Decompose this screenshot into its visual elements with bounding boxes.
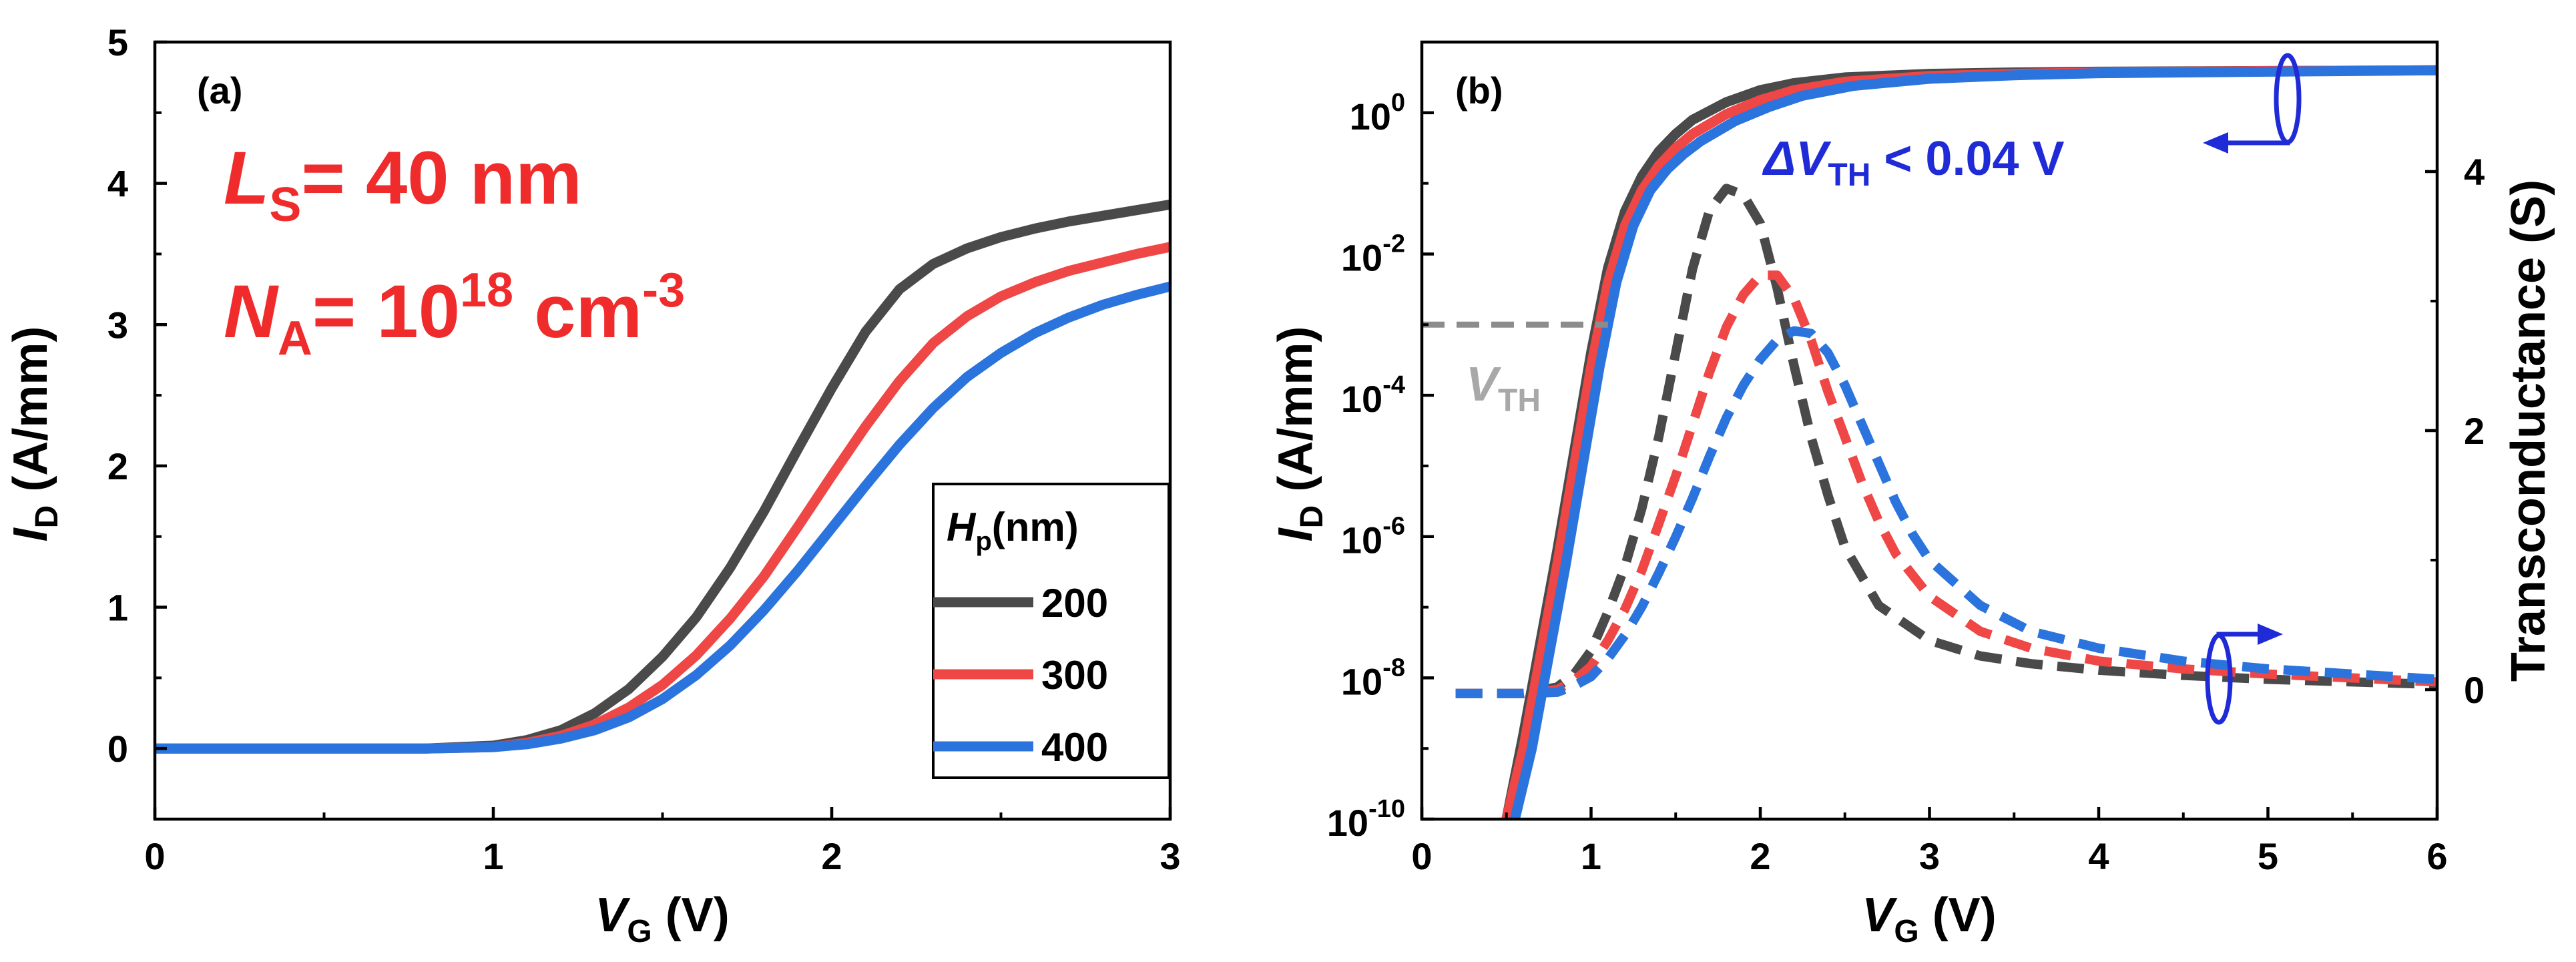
vth-var: V bbox=[1466, 358, 1502, 411]
panel-a-ticks: 0 1 2 3 0 1 2 3 4 5 bbox=[107, 21, 1181, 877]
panel-a-ylabel-unit: (A/mm) bbox=[4, 326, 57, 505]
panel-b-xtick-label: 4 bbox=[2088, 835, 2109, 877]
panel-b-xlabel-unit: (V) bbox=[1919, 889, 1997, 942]
legend-box bbox=[932, 483, 1170, 779]
panel-b-xtick-label: 6 bbox=[2426, 835, 2447, 877]
panel-b-ytick-right-label: 4 bbox=[2464, 151, 2485, 193]
panel-a-xtick-label: 3 bbox=[1160, 835, 1180, 877]
delta-vth-rest: < 0.04 V bbox=[1870, 132, 2064, 186]
ls-annotation: LS= 40 nm bbox=[224, 136, 582, 232]
panel-b-ylabel-var: I bbox=[1269, 527, 1322, 541]
panel-b-xlabel-var: V bbox=[1862, 889, 1898, 942]
legend-label-300: 300 bbox=[1041, 653, 1108, 698]
panel-a-xlabel-sub: G bbox=[627, 914, 652, 949]
panel-b-xtick-label: 1 bbox=[1581, 835, 1601, 877]
panel-b-ytick-label: 100 bbox=[1350, 89, 1405, 138]
ls-rest: = 40 nm bbox=[301, 136, 581, 220]
panel-a-xlabel: VG (V) bbox=[595, 889, 729, 949]
panel-a-ytick-label: 5 bbox=[107, 21, 128, 63]
gm-line-200 bbox=[1455, 184, 2438, 698]
panel-a-ytick-label: 3 bbox=[107, 304, 128, 346]
panel-b-ylabel-unit: (A/mm) bbox=[1269, 326, 1322, 505]
left-arrow-icon bbox=[2203, 132, 2228, 154]
right-arrow-icon bbox=[2258, 624, 2283, 645]
panel-b-ylabel-sub: D bbox=[1294, 505, 1330, 529]
na-annotation: NA= 1018 cm-3 bbox=[224, 264, 685, 365]
legend: Hp(nm) 200 300 400 bbox=[932, 483, 1170, 779]
panel-b-ytick-right-label: 2 bbox=[2464, 410, 2485, 452]
panel-a-xtick-label: 1 bbox=[483, 835, 503, 877]
na-unit: cm bbox=[513, 270, 642, 353]
panel-b-transconductance-series bbox=[1455, 184, 2438, 698]
panel-a-xlabel-var: V bbox=[595, 889, 631, 942]
vth-label: VTH bbox=[1466, 358, 1541, 419]
panel-b-ytick-right-label: 0 bbox=[2464, 669, 2485, 711]
right-arrow-shaft bbox=[2216, 632, 2263, 637]
legend-label-400: 400 bbox=[1041, 725, 1108, 770]
panel-a-ytick-label: 2 bbox=[107, 445, 128, 487]
ls-var: L bbox=[224, 136, 269, 220]
panel-a-ylabel-var: I bbox=[4, 527, 57, 541]
na-exp: 18 bbox=[460, 264, 513, 317]
panel-b-current-series bbox=[1501, 65, 2438, 820]
panel-a-xtick-label: 0 bbox=[144, 835, 165, 877]
panel-b-ytick-label: 10-6 bbox=[1341, 513, 1405, 561]
panel-a-ylabel: ID (A/mm) bbox=[4, 326, 65, 542]
legend-title-sub: p bbox=[975, 527, 991, 556]
panel-b-xtick-label: 5 bbox=[2258, 835, 2278, 877]
panel-b-ylabel-right: Transconductance (S) bbox=[2502, 180, 2555, 682]
panel-a-tag: (a) bbox=[197, 69, 242, 111]
panel-b-ylabel: ID (A/mm) bbox=[1269, 326, 1330, 542]
panel-b-ytick-label: 10-2 bbox=[1341, 230, 1405, 278]
delta-vth-label: ΔVTH < 0.04 V bbox=[1762, 132, 2065, 193]
legend-items: 200 300 400 bbox=[933, 581, 1108, 770]
gm-line-400 bbox=[1455, 326, 2438, 698]
panel-a-ytick-label: 1 bbox=[107, 587, 128, 629]
panel-b-xtick-label: 2 bbox=[1750, 835, 1770, 877]
na-rest: = 10 bbox=[312, 270, 460, 353]
gm-line-300 bbox=[1455, 270, 2438, 698]
delta-vth-sub: TH bbox=[1828, 158, 1870, 193]
vth-sub: TH bbox=[1498, 383, 1541, 419]
ls-sub: S bbox=[269, 178, 301, 232]
panel-a-xtick-label: 2 bbox=[821, 835, 842, 877]
panel-a-series-group bbox=[155, 200, 1172, 754]
series-line-400 bbox=[155, 281, 1172, 754]
na-unit-exp: -3 bbox=[642, 264, 685, 317]
panel-b-xtick-label: 3 bbox=[1919, 835, 1940, 877]
panel-b-xlabel-sub: G bbox=[1894, 914, 1918, 949]
panel-a-xlabel-unit: (V) bbox=[652, 889, 730, 942]
panel-b-ytick-label: 10-4 bbox=[1341, 371, 1405, 420]
panel-a: 0 1 2 3 0 1 2 3 4 5 (a) LS= 40 nm NA= 1018 cm-3 H… bbox=[4, 21, 1181, 949]
left-arrow-shaft bbox=[2223, 140, 2290, 146]
panel-b-tag: (b) bbox=[1455, 69, 1503, 111]
legend-title: Hp(nm) bbox=[947, 505, 1079, 556]
delta-vth-prefix: ΔV bbox=[1762, 132, 1832, 186]
panel-a-ylabel-sub: D bbox=[29, 505, 65, 529]
na-sub: A bbox=[278, 312, 312, 365]
panel-b-xtick-label: 0 bbox=[1411, 835, 1432, 877]
na-var: N bbox=[224, 270, 279, 353]
panel-a-ytick-label: 0 bbox=[107, 728, 128, 770]
legend-title-unit: (nm) bbox=[992, 505, 1079, 549]
panel-b-xlabel: VG (V) bbox=[1862, 889, 1996, 949]
panel-b-ytick-label: 10-8 bbox=[1341, 654, 1405, 702]
id-line-400 bbox=[1510, 65, 2438, 820]
panel-a-ytick-label: 4 bbox=[107, 163, 128, 205]
legend-title-var: H bbox=[947, 505, 977, 549]
panel-b-ytick-label: 10-10 bbox=[1327, 795, 1405, 844]
legend-label-200: 200 bbox=[1041, 581, 1108, 626]
